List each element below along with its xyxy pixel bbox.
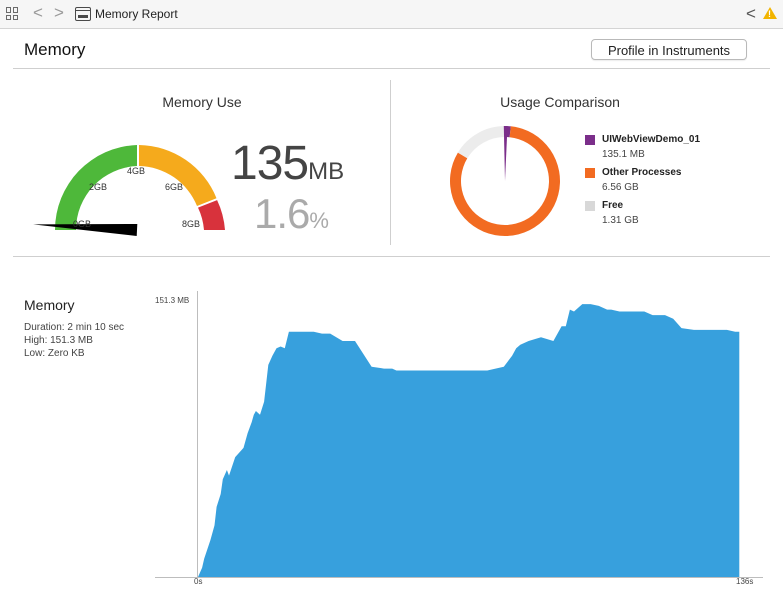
legend-value-app: 135.1 MB <box>602 149 645 160</box>
gauge-label-8gb: 8GB <box>182 219 201 229</box>
gauge-needle <box>33 224 138 236</box>
memory-area-series <box>198 304 740 577</box>
page-title: Memory <box>24 40 86 59</box>
gauge-red-segment <box>198 200 225 230</box>
issue-navigation-chevron-icon[interactable]: < <box>746 4 756 23</box>
memory-value-unit: MB <box>308 158 345 185</box>
warning-glyph: ! <box>768 9 771 19</box>
high-text: High: 151.3 MB <box>24 335 93 346</box>
legend-value-free: 1.31 GB <box>602 215 639 226</box>
back-chevron-icon[interactable]: < <box>33 3 43 22</box>
ring-slice-free <box>457 126 505 159</box>
gauge-label-2gb: 2GB <box>89 182 108 192</box>
y-max-label: 151.3 MB <box>155 296 190 305</box>
forward-chevron-icon[interactable]: > <box>54 3 64 22</box>
gauge-label-6gb: 6GB <box>165 182 184 192</box>
memory-gauge <box>33 145 225 236</box>
usage-comparison-title: Usage Comparison <box>500 94 620 110</box>
section-divider <box>13 256 770 257</box>
memory-value-number: 135 <box>231 137 309 190</box>
chart-title: Memory <box>24 297 75 313</box>
warning-icon[interactable]: ! <box>763 7 777 19</box>
usage-ring-chart <box>450 126 560 236</box>
low-text: Low: Zero KB <box>24 348 85 359</box>
gauge-green-segment <box>54 145 137 230</box>
profile-in-instruments-button[interactable]: Profile in Instruments <box>591 39 747 60</box>
legend-name-other: Other Processes <box>602 167 682 178</box>
legend-name-app: UIWebViewDemo_01 <box>602 134 701 145</box>
gauge-label-0gb: 0GB <box>73 219 92 229</box>
ring-app-pointer <box>503 126 508 181</box>
breadcrumb[interactable]: Memory Report <box>95 7 178 21</box>
x-start-label: 0s <box>194 577 203 586</box>
memory-percent-unit: % <box>309 208 329 233</box>
related-items-grid-icon[interactable] <box>6 7 19 20</box>
panel-divider <box>390 80 391 245</box>
memory-percent-number: 1.6 <box>254 190 310 237</box>
memory-use-title: Memory Use <box>162 94 242 110</box>
x-end-label: 136s <box>736 577 754 586</box>
gauge-label-4gb: 4GB <box>127 166 146 176</box>
duration-text: Duration: 2 min 10 sec <box>24 322 125 333</box>
jump-bar <box>0 0 783 29</box>
memory-percent: 1.6% <box>254 190 329 238</box>
gauge-yellow-segment <box>139 145 217 206</box>
header-divider <box>13 68 770 69</box>
legend-swatch-free <box>585 201 595 211</box>
memory-value: 135MB <box>231 136 344 191</box>
report-file-icon <box>75 7 91 21</box>
legend-name-free: Free <box>602 200 624 211</box>
legend-swatch-other <box>585 168 595 178</box>
legend-value-other: 6.56 GB <box>602 182 639 193</box>
legend-swatch-app <box>585 135 595 145</box>
